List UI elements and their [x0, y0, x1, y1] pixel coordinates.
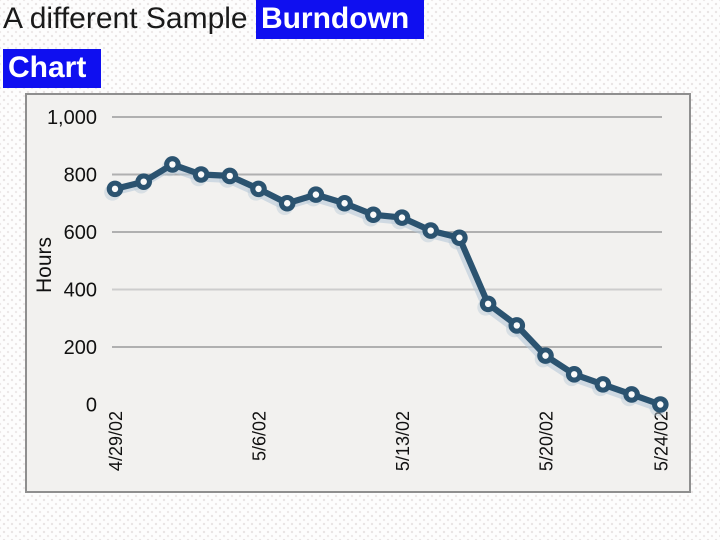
data-point-marker-hole	[312, 191, 320, 198]
data-point-marker-hole	[427, 227, 434, 234]
slide-title-highlight-chart: Chart	[3, 49, 102, 88]
slide-title-highlight-burndown: Burndown	[255, 0, 425, 39]
data-point-marker-hole	[484, 300, 492, 308]
data-point-marker-hole	[140, 178, 147, 185]
data-point-marker-hole	[370, 211, 377, 218]
data-point-marker-hole	[169, 161, 176, 168]
x-tick-label: 5/13/02	[393, 411, 413, 471]
x-tick-label: 5/6/02	[250, 411, 270, 461]
data-point-marker-hole	[542, 352, 549, 359]
data-point-marker-hole	[628, 391, 635, 398]
y-tick-label: 200	[64, 337, 97, 359]
data-point-marker-hole	[197, 171, 205, 178]
data-point-marker-hole	[513, 322, 520, 329]
y-axis-title: Hours	[33, 237, 56, 293]
x-tick-label: 5/20/02	[537, 411, 557, 471]
data-point-marker-hole	[599, 381, 607, 388]
data-point-marker-hole	[456, 234, 463, 241]
burndown-chart: 0 200 400 600 800 1,000 Hours 4/29/02 5/6/02 5/13…	[25, 93, 691, 493]
x-tick-label: 5/24/02	[651, 411, 671, 471]
data-point-marker-hole	[255, 185, 262, 193]
data-point-marker-hole	[226, 172, 233, 180]
burndown-chart-svg: 0 200 400 600 800 1,000 Hours 4/29/02 5/6/02 5/13…	[25, 93, 691, 493]
data-point-marker-hole	[398, 214, 406, 221]
data-point-marker-hole	[341, 200, 348, 207]
y-tick-label: 1,000	[47, 107, 97, 129]
chart-panel-border	[25, 93, 691, 493]
x-tick-label: 4/29/02	[106, 411, 126, 471]
slide-title-text: A different Sample	[3, 2, 256, 35]
slide-title: A different Sample Burndown Chart	[3, 0, 425, 92]
data-point-marker-hole	[571, 371, 578, 378]
y-tick-label: 600	[64, 222, 97, 244]
data-point-marker-hole	[284, 200, 291, 207]
y-tick-label: 0	[86, 395, 97, 417]
data-point-marker-hole	[657, 401, 664, 408]
y-tick-label: 800	[64, 165, 97, 187]
y-tick-label: 400	[64, 280, 97, 302]
data-point-marker-hole	[111, 185, 119, 193]
